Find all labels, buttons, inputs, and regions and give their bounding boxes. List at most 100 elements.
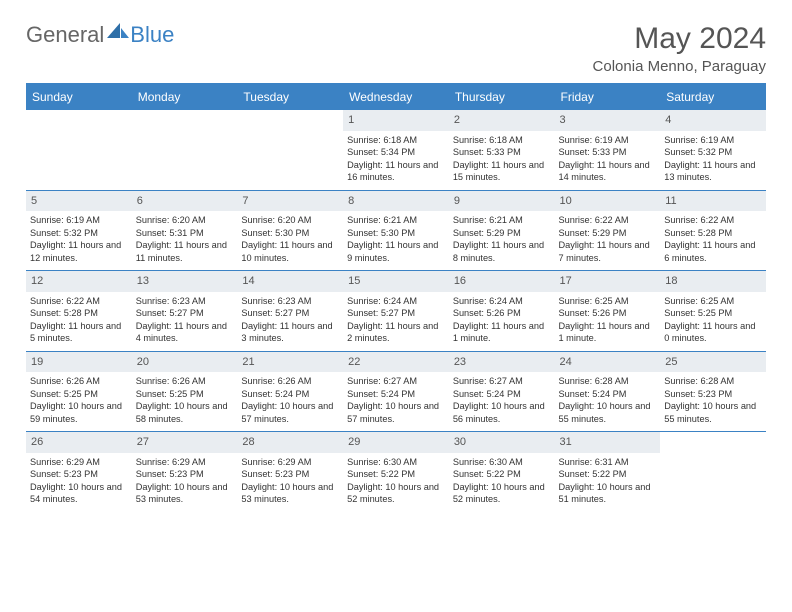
day-details: Sunrise: 6:21 AM Sunset: 5:29 PM Dayligh… — [453, 214, 551, 264]
calendar-day-cell: 10Sunrise: 6:22 AM Sunset: 5:29 PM Dayli… — [555, 190, 661, 271]
day-number: 30 — [449, 432, 555, 453]
day-number: 3 — [555, 110, 661, 131]
calendar-day-cell: 7Sunrise: 6:20 AM Sunset: 5:30 PM Daylig… — [237, 190, 343, 271]
day-details: Sunrise: 6:26 AM Sunset: 5:25 PM Dayligh… — [136, 375, 234, 425]
calendar-week-row: 26Sunrise: 6:29 AM Sunset: 5:23 PM Dayli… — [26, 432, 766, 512]
day-number: 8 — [343, 191, 449, 212]
calendar-day-cell: 22Sunrise: 6:27 AM Sunset: 5:24 PM Dayli… — [343, 351, 449, 432]
day-details: Sunrise: 6:26 AM Sunset: 5:24 PM Dayligh… — [241, 375, 339, 425]
calendar-day-cell: 21Sunrise: 6:26 AM Sunset: 5:24 PM Dayli… — [237, 351, 343, 432]
day-number: 12 — [26, 271, 132, 292]
day-number: 1 — [343, 110, 449, 131]
calendar-day-cell: 2 Sunrise: 6:18 AM Sunset: 5:33 PM Daylig… — [449, 110, 555, 191]
day-details: Sunrise: 6:18 AM Sunset: 5:33 PM Dayligh… — [453, 134, 551, 184]
day-number: 7 — [237, 191, 343, 212]
weekday-header: Thursday — [449, 85, 555, 110]
calendar-day-cell — [660, 432, 766, 512]
calendar-day-cell: 19Sunrise: 6:26 AM Sunset: 5:25 PM Dayli… — [26, 351, 132, 432]
weekday-header: Friday — [555, 85, 661, 110]
day-number: 31 — [555, 432, 661, 453]
calendar-day-cell: 20Sunrise: 6:26 AM Sunset: 5:25 PM Dayli… — [132, 351, 238, 432]
weekday-header: Tuesday — [237, 85, 343, 110]
day-number: 18 — [660, 271, 766, 292]
day-details: Sunrise: 6:23 AM Sunset: 5:27 PM Dayligh… — [136, 295, 234, 345]
title-block: May 2024 Colonia Menno, Paraguay — [593, 22, 766, 75]
day-number: 19 — [26, 352, 132, 373]
calendar-day-cell: 12 Sunrise: 6:22 AM Sunset: 5:28 PM Dayli… — [26, 271, 132, 352]
day-details: Sunrise: 6:22 AM Sunset: 5:28 PM Dayligh… — [664, 214, 762, 264]
day-details: Sunrise: 6:22 AM Sunset: 5:28 PM Dayligh… — [30, 295, 128, 345]
day-details: Sunrise: 6:30 AM Sunset: 5:22 PM Dayligh… — [453, 456, 551, 506]
day-number: 21 — [237, 352, 343, 373]
calendar-day-cell: 14 Sunrise: 6:23 AM Sunset: 5:27 PM Dayli… — [237, 271, 343, 352]
day-details: Sunrise: 6:23 AM Sunset: 5:27 PM Dayligh… — [241, 295, 339, 345]
month-title: May 2024 — [593, 22, 766, 56]
day-number: 5 — [26, 191, 132, 212]
day-details: Sunrise: 6:26 AM Sunset: 5:25 PM Dayligh… — [30, 375, 128, 425]
day-number: 15 — [343, 271, 449, 292]
day-details: Sunrise: 6:21 AM Sunset: 5:30 PM Dayligh… — [347, 214, 445, 264]
day-details: Sunrise: 6:20 AM Sunset: 5:31 PM Dayligh… — [136, 214, 234, 264]
day-number: 4 — [660, 110, 766, 131]
day-details: Sunrise: 6:19 AM Sunset: 5:32 PM Dayligh… — [30, 214, 128, 264]
day-details: Sunrise: 6:28 AM Sunset: 5:23 PM Dayligh… — [664, 375, 762, 425]
calendar-day-cell: 4 Sunrise: 6:19 AM Sunset: 5:32 PM Daylig… — [660, 110, 766, 191]
calendar-day-cell: 24Sunrise: 6:28 AM Sunset: 5:24 PM Dayli… — [555, 351, 661, 432]
day-number: 2 — [449, 110, 555, 131]
calendar-day-cell: 3 Sunrise: 6:19 AM Sunset: 5:33 PM Daylig… — [555, 110, 661, 191]
weekday-header: Wednesday — [343, 85, 449, 110]
day-number: 6 — [132, 191, 238, 212]
calendar-table: SundayMondayTuesdayWednesdayThursdayFrid… — [26, 85, 766, 512]
location: Colonia Menno, Paraguay — [593, 58, 766, 75]
calendar-day-cell: 26Sunrise: 6:29 AM Sunset: 5:23 PM Dayli… — [26, 432, 132, 512]
calendar-day-cell: 29Sunrise: 6:30 AM Sunset: 5:22 PM Dayli… — [343, 432, 449, 512]
day-number: 27 — [132, 432, 238, 453]
calendar-day-cell: 9Sunrise: 6:21 AM Sunset: 5:29 PM Daylig… — [449, 190, 555, 271]
calendar-header-row: SundayMondayTuesdayWednesdayThursdayFrid… — [26, 85, 766, 110]
weekday-header: Sunday — [26, 85, 132, 110]
calendar-week-row: 5Sunrise: 6:19 AM Sunset: 5:32 PM Daylig… — [26, 190, 766, 271]
day-number: 23 — [449, 352, 555, 373]
calendar-day-cell: 30 Sunrise: 6:30 AM Sunset: 5:22 PM Dayli… — [449, 432, 555, 512]
weekday-header: Monday — [132, 85, 238, 110]
day-number: 16 — [449, 271, 555, 292]
calendar-day-cell: 8Sunrise: 6:21 AM Sunset: 5:30 PM Daylig… — [343, 190, 449, 271]
calendar-day-cell: 18 Sunrise: 6:25 AM Sunset: 5:25 PM Dayli… — [660, 271, 766, 352]
weekday-header: Saturday — [660, 85, 766, 110]
day-number: 10 — [555, 191, 661, 212]
day-number: 14 — [237, 271, 343, 292]
day-details: Sunrise: 6:27 AM Sunset: 5:24 PM Dayligh… — [347, 375, 445, 425]
day-details: Sunrise: 6:31 AM Sunset: 5:22 PM Dayligh… — [559, 456, 657, 506]
day-number: 9 — [449, 191, 555, 212]
day-details: Sunrise: 6:25 AM Sunset: 5:25 PM Dayligh… — [664, 295, 762, 345]
day-number: 17 — [555, 271, 661, 292]
calendar-day-cell: 28 Sunrise: 6:29 AM Sunset: 5:23 PM Dayli… — [237, 432, 343, 512]
calendar-week-row: 12 Sunrise: 6:22 AM Sunset: 5:28 PM Dayli… — [26, 271, 766, 352]
day-number: 28 — [237, 432, 343, 453]
day-details: Sunrise: 6:29 AM Sunset: 5:23 PM Dayligh… — [30, 456, 128, 506]
day-number: 20 — [132, 352, 238, 373]
calendar-day-cell: 31 Sunrise: 6:31 AM Sunset: 5:22 PM Dayli… — [555, 432, 661, 512]
calendar-day-cell — [237, 110, 343, 191]
day-details: Sunrise: 6:19 AM Sunset: 5:32 PM Dayligh… — [664, 134, 762, 184]
day-details: Sunrise: 6:27 AM Sunset: 5:24 PM Dayligh… — [453, 375, 551, 425]
day-details: Sunrise: 6:29 AM Sunset: 5:23 PM Dayligh… — [136, 456, 234, 506]
day-details: Sunrise: 6:18 AM Sunset: 5:34 PM Dayligh… — [347, 134, 445, 184]
logo-sail-icon — [107, 23, 129, 41]
calendar-day-cell: 1 Sunrise: 6:18 AM Sunset: 5:34 PM Daylig… — [343, 110, 449, 191]
day-details: Sunrise: 6:22 AM Sunset: 5:29 PM Dayligh… — [559, 214, 657, 264]
calendar-day-cell — [132, 110, 238, 191]
calendar-day-cell: 13 Sunrise: 6:23 AM Sunset: 5:27 PM Dayli… — [132, 271, 238, 352]
day-number: 13 — [132, 271, 238, 292]
logo: General Blue — [26, 22, 174, 48]
logo-text-blue: Blue — [130, 22, 174, 48]
day-details: Sunrise: 6:29 AM Sunset: 5:23 PM Dayligh… — [241, 456, 339, 506]
day-details: Sunrise: 6:28 AM Sunset: 5:24 PM Dayligh… — [559, 375, 657, 425]
day-number: 29 — [343, 432, 449, 453]
calendar-day-cell: 11Sunrise: 6:22 AM Sunset: 5:28 PM Dayli… — [660, 190, 766, 271]
day-details: Sunrise: 6:19 AM Sunset: 5:33 PM Dayligh… — [559, 134, 657, 184]
day-number: 24 — [555, 352, 661, 373]
calendar-day-cell — [26, 110, 132, 191]
calendar-day-cell: 6Sunrise: 6:20 AM Sunset: 5:31 PM Daylig… — [132, 190, 238, 271]
calendar-day-cell: 16Sunrise: 6:24 AM Sunset: 5:26 PM Dayli… — [449, 271, 555, 352]
